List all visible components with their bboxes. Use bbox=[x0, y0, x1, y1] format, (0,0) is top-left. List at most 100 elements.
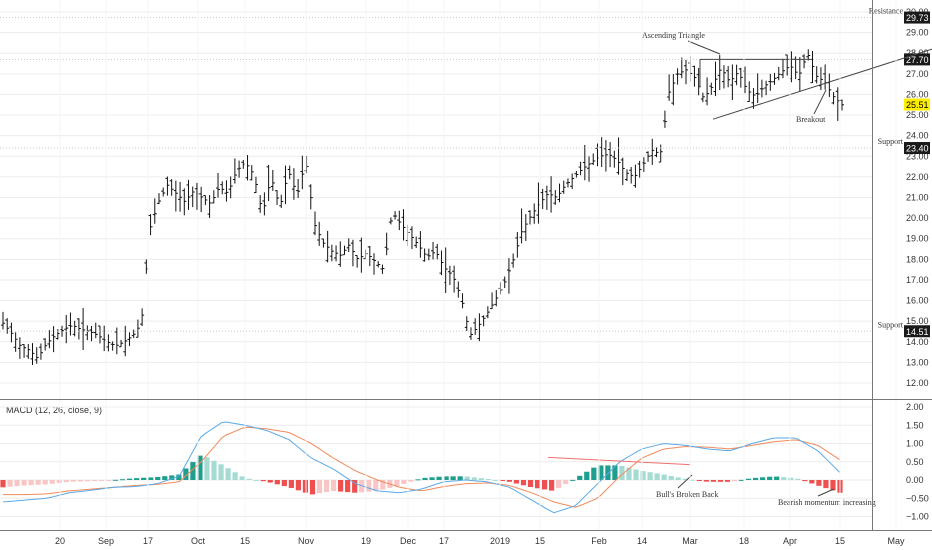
ohlc-bar bbox=[165, 176, 170, 196]
macd-histogram-bar bbox=[513, 480, 520, 484]
time-tick-label: 15 bbox=[835, 536, 845, 546]
macd-histogram-bar bbox=[422, 477, 428, 480]
time-tick-label: 17 bbox=[439, 536, 449, 546]
bearish-momentum-label: Bearish momentum increasing bbox=[778, 498, 876, 507]
macd-histogram-bar bbox=[492, 479, 498, 481]
ohlc-bar bbox=[447, 265, 452, 286]
ohlc-bar bbox=[228, 176, 233, 199]
ohlc-bar bbox=[312, 211, 317, 236]
ohlc-bar bbox=[13, 332, 18, 352]
macd-histogram-bar bbox=[56, 480, 62, 483]
macd-tick-label: 1.50 bbox=[906, 420, 924, 430]
macd-histogram-bar bbox=[626, 467, 632, 480]
macd-histogram-bar bbox=[380, 480, 386, 490]
ohlc-bar bbox=[135, 319, 140, 338]
ohlc-bar bbox=[506, 258, 511, 294]
macd-histogram-bar bbox=[141, 477, 147, 480]
price-level-label: Support bbox=[878, 320, 904, 329]
ohlc-bar bbox=[359, 237, 364, 273]
macd-histogram-bar bbox=[98, 480, 105, 481]
ohlc-bar bbox=[342, 245, 347, 256]
macd-histogram-bar bbox=[77, 480, 83, 482]
ohlc-bar bbox=[481, 315, 486, 327]
ohlc-bar bbox=[511, 253, 516, 268]
macd-histogram-bar bbox=[408, 480, 414, 482]
ohlc-bar bbox=[156, 193, 161, 205]
ohlc-bar bbox=[591, 153, 596, 166]
ohlc-bar bbox=[612, 150, 617, 168]
ohlc-bar bbox=[544, 185, 549, 210]
ohlc-bar bbox=[93, 322, 98, 339]
ohlc-bar bbox=[334, 245, 339, 262]
ohlc-bar bbox=[759, 79, 764, 98]
ohlc-bar bbox=[140, 308, 145, 327]
ohlc-bar bbox=[367, 245, 372, 267]
macd-histogram-bar bbox=[457, 476, 463, 480]
ohlc-bar bbox=[460, 293, 465, 309]
ohlc-bar bbox=[401, 209, 406, 241]
ohlc-bar bbox=[646, 151, 651, 162]
ohlc-bar bbox=[173, 180, 178, 212]
ohlc-bar bbox=[245, 155, 250, 181]
time-tick-label: Dec bbox=[400, 536, 417, 546]
ohlc-bar bbox=[561, 180, 566, 194]
price-marker-value: 29.73 bbox=[906, 13, 929, 23]
ohlc-bar bbox=[823, 64, 828, 90]
macd-histogram-bar bbox=[232, 472, 238, 480]
price-tick-label: 25.00 bbox=[906, 110, 929, 120]
macd-histogram-bar bbox=[520, 480, 527, 486]
ohlc-bar bbox=[435, 243, 440, 260]
ohlc-bar bbox=[431, 242, 436, 260]
time-tick-label: May bbox=[887, 536, 905, 546]
ohlc-bar bbox=[629, 166, 634, 184]
macd-histogram-bar bbox=[464, 476, 470, 480]
macd-histogram-bar bbox=[148, 477, 154, 480]
macd-histogram-bar bbox=[478, 478, 484, 480]
price-tick-label: 17.00 bbox=[906, 275, 929, 285]
macd-histogram-bar bbox=[42, 480, 48, 485]
ohlc-bar bbox=[603, 140, 608, 172]
ohlc-bar bbox=[262, 192, 267, 216]
ohlc-bar bbox=[216, 173, 221, 198]
price-tick-label: 28.00 bbox=[906, 48, 929, 58]
time-tick-label: Sep bbox=[98, 536, 114, 546]
ohlc-bar bbox=[658, 144, 663, 163]
ohlc-bar bbox=[502, 276, 507, 289]
ohlc-bar bbox=[38, 343, 43, 360]
ohlc-bar bbox=[633, 164, 638, 188]
macd-histogram-bar bbox=[633, 469, 639, 480]
macd-histogram-bar bbox=[485, 479, 491, 481]
macd-histogram-bar bbox=[415, 479, 421, 481]
macd-histogram-bar bbox=[752, 477, 759, 480]
macd-histogram-bar bbox=[345, 480, 351, 493]
ohlc-bar bbox=[372, 253, 377, 275]
macd-histogram-bar bbox=[134, 478, 140, 480]
ohlc-bar bbox=[47, 330, 52, 349]
macd-histogram-bar bbox=[549, 480, 555, 491]
price-marker-value: 27.70 bbox=[906, 55, 929, 65]
time-tick-label: 17 bbox=[143, 536, 153, 546]
ohlc-bar bbox=[696, 67, 701, 96]
ohlc-bar bbox=[178, 181, 183, 212]
ohlc-bar bbox=[831, 92, 836, 105]
ohlc-bar bbox=[161, 187, 166, 197]
ohlc-bar bbox=[814, 66, 819, 84]
macd-histogram-bar bbox=[731, 480, 738, 482]
macd-histogram-bar bbox=[14, 480, 20, 487]
ohlc-bar bbox=[258, 195, 263, 213]
ohlc-bar bbox=[97, 325, 102, 344]
ohlc-bar bbox=[34, 347, 39, 364]
macd-pane: MACD (12, 26, close, 9) 2.00 1.50 1.00 0.50… bbox=[0, 402, 929, 522]
macd-histogram-bar bbox=[556, 480, 562, 489]
time-tick-label: 18 bbox=[739, 536, 749, 546]
ohlc-bar bbox=[578, 161, 583, 176]
ohlc-bar bbox=[249, 165, 254, 181]
ohlc-bar bbox=[224, 180, 229, 202]
time-tick-label: Mar bbox=[682, 536, 698, 546]
ohlc-bar bbox=[468, 327, 473, 340]
ohlc-bar bbox=[780, 58, 785, 79]
macd-histogram-bar bbox=[471, 477, 477, 480]
price-marker-value: 25.51 bbox=[906, 100, 929, 110]
macd-histogram-bar bbox=[49, 480, 55, 484]
ohlc-bar bbox=[393, 211, 398, 220]
